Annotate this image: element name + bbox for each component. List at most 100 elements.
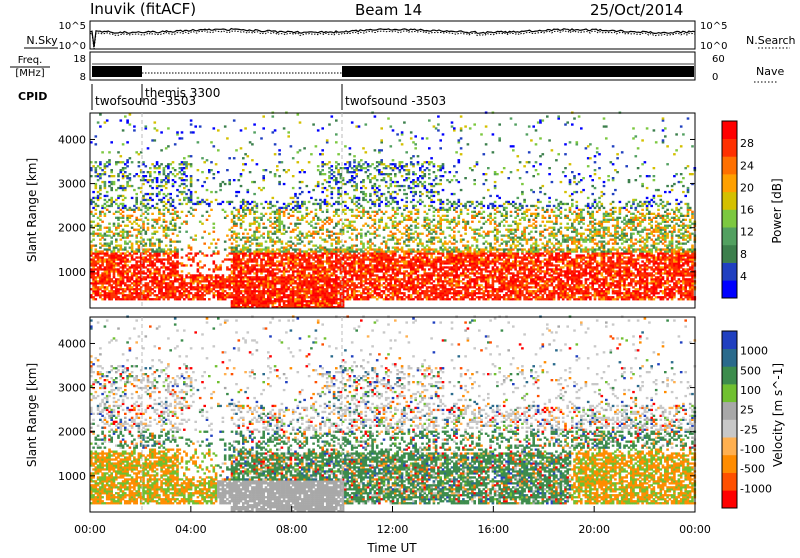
power-cell [306, 213, 309, 215]
power-cell [306, 274, 309, 276]
power-cell [374, 205, 377, 207]
power-cell [283, 203, 286, 205]
power-cell [158, 173, 161, 175]
power-cell [247, 268, 250, 270]
power-cell [410, 296, 413, 298]
power-cell [151, 292, 154, 294]
power-cell [163, 167, 166, 169]
power-cell [374, 177, 377, 179]
power-cell [256, 268, 259, 270]
power-cell [235, 223, 238, 225]
power-cell [242, 278, 245, 280]
power-cell [104, 268, 107, 270]
power-cell [274, 284, 277, 286]
power-cell [335, 256, 338, 258]
power-cell [213, 284, 216, 286]
power-cell [163, 252, 166, 254]
power-cell [95, 286, 98, 288]
power-cell [133, 229, 136, 231]
power-cell [405, 207, 408, 209]
power-cell [303, 217, 306, 219]
power-cell [240, 147, 243, 149]
power-cell [326, 294, 329, 296]
power-cell [410, 268, 413, 270]
power-cell [344, 248, 347, 250]
power-cell [131, 227, 134, 229]
power-cell [131, 215, 134, 217]
power-cell [403, 280, 406, 282]
power-cell [331, 231, 334, 233]
power-cell [256, 250, 259, 252]
power-cell [365, 292, 368, 294]
power-cell [410, 219, 413, 221]
power-cell [249, 298, 252, 300]
power-cell [342, 292, 345, 294]
power-cell [238, 254, 241, 256]
power-cell [272, 282, 275, 284]
power-cell [349, 266, 352, 268]
power-cell [412, 237, 415, 239]
power-cell [321, 161, 324, 163]
power-cell [122, 195, 125, 197]
power-cell [208, 171, 211, 173]
power-cell [142, 272, 145, 274]
power-cell [138, 153, 141, 155]
power-cell [163, 272, 166, 274]
power-cell [258, 300, 261, 302]
power-cell [328, 260, 331, 262]
power-cell [297, 268, 300, 270]
power-cell [308, 252, 311, 254]
power-cell [358, 282, 361, 284]
power-cell [169, 193, 172, 195]
power-cell [362, 274, 365, 276]
power-cell [362, 225, 365, 227]
power-cell [360, 187, 363, 189]
power-cell [331, 235, 334, 237]
power-cell [410, 278, 413, 280]
power-cell [358, 163, 361, 165]
power-cell [349, 286, 352, 288]
power-cell [355, 209, 358, 211]
power-cell [351, 250, 354, 252]
power-cell [392, 221, 395, 223]
power-cell [185, 284, 188, 286]
power-cell [167, 127, 170, 129]
power-cell [349, 153, 352, 155]
power-cell [299, 300, 302, 302]
power-cell [156, 187, 159, 189]
power-cell [344, 256, 347, 258]
power-cell [383, 237, 386, 239]
power-cell [278, 215, 281, 217]
power-cell [169, 274, 172, 276]
power-cell [387, 260, 390, 262]
power-cell [312, 284, 315, 286]
power-cell [169, 296, 172, 298]
power-cell [403, 193, 406, 195]
power-cell [367, 163, 370, 165]
power-cell [299, 187, 302, 189]
power-cell [156, 193, 159, 195]
power-cell [260, 243, 263, 245]
power-cell [172, 161, 175, 163]
power-cell [126, 217, 129, 219]
power-cell [294, 294, 297, 296]
power-cell [256, 245, 259, 247]
power-cell [188, 294, 191, 296]
power-cell [222, 284, 225, 286]
power-cell [108, 227, 111, 229]
power-cell [185, 264, 188, 266]
power-cell [226, 292, 229, 294]
power-cell [176, 290, 179, 292]
power-cell [414, 256, 417, 258]
power-cell [156, 223, 159, 225]
power-cell [378, 209, 381, 211]
power-cell [274, 175, 277, 177]
power-cell [176, 211, 179, 213]
power-cell [278, 161, 281, 163]
power-cell [312, 262, 315, 264]
power-cell [312, 278, 315, 280]
power-cell [142, 298, 145, 300]
power-cell [160, 292, 163, 294]
power-cell [403, 266, 406, 268]
power-cell [337, 187, 340, 189]
